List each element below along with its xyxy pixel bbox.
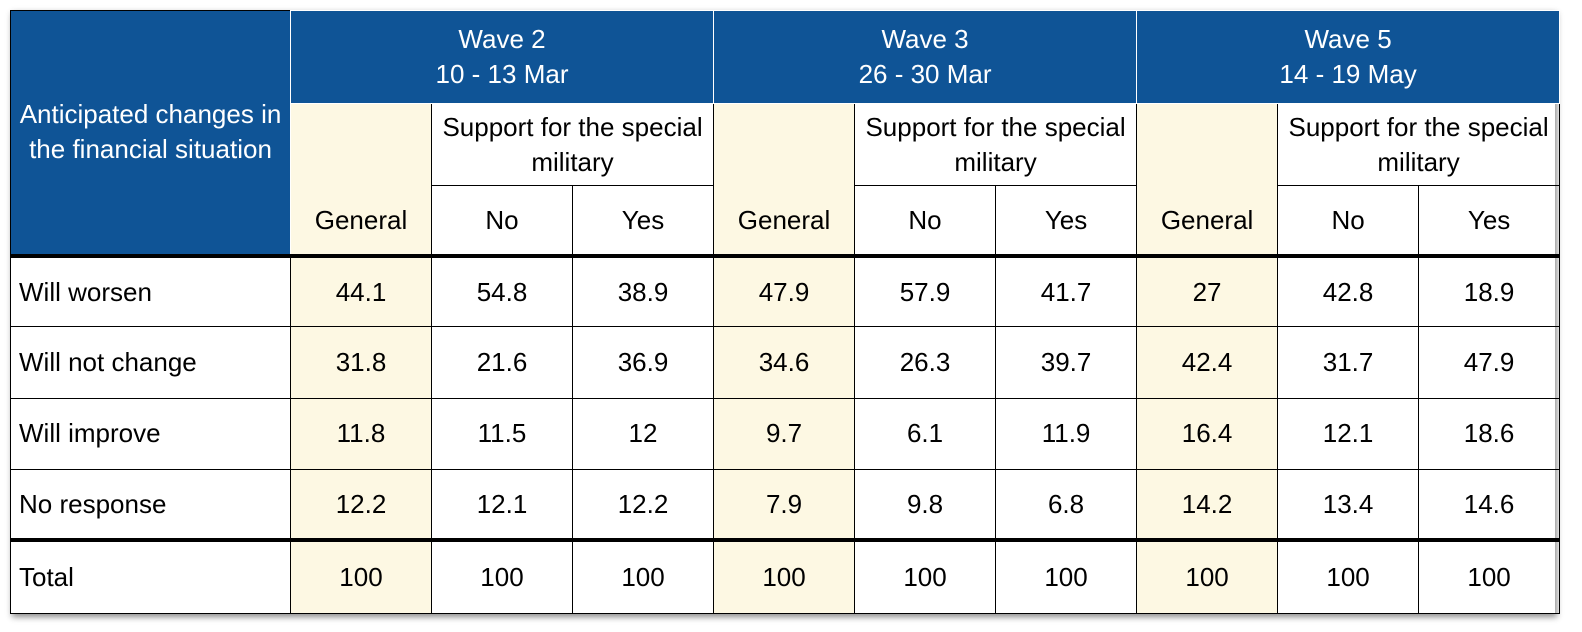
table-cell: 18.6 [1418, 397, 1561, 470]
wave-2-no-header: No [431, 185, 573, 257]
wave-5-yes-header: Yes [1418, 185, 1561, 257]
table-cell: 14.6 [1418, 468, 1561, 541]
table-cell: 11.9 [995, 397, 1138, 470]
table-cell: 100 [854, 538, 997, 615]
table-row: Will not change 31.8 21.6 36.9 34.6 26.3… [10, 326, 1561, 399]
table-cell: 12.1 [1277, 397, 1420, 470]
general-label: General [737, 204, 831, 235]
row-label: Will improve [10, 397, 291, 470]
table-cell: 100 [571, 538, 715, 615]
table-row: Will worsen 44.1 54.8 38.9 47.9 57.9 41.… [10, 253, 1561, 328]
table-cell: 100 [1136, 538, 1279, 615]
table-cell: 100 [713, 538, 856, 615]
wave-5-general-header: General [1136, 103, 1279, 257]
table-row: No response 12.2 12.1 12.2 7.9 9.8 6.8 1… [10, 468, 1561, 541]
wave-3-general-header: General [713, 103, 856, 257]
wave-3-name: Wave 3 [881, 24, 969, 55]
wave-5-header: Wave 5 14 - 19 May [1136, 9, 1561, 105]
support-label: Support for the special military [865, 111, 1126, 177]
table-cell: 42.8 [1277, 253, 1420, 328]
table-cell: 7.9 [713, 468, 856, 541]
table-cell: 26.3 [854, 326, 997, 399]
table-cell: 100 [1418, 538, 1561, 615]
table-cell: 14.2 [1136, 468, 1279, 541]
table-cell: 16.4 [1136, 397, 1279, 470]
table-cell: 9.7 [713, 397, 856, 470]
data-table-frame: Anticipated changes in the financial sit… [10, 9, 1561, 615]
wave-5-name: Wave 5 [1304, 24, 1392, 55]
table-cell: 21.6 [431, 326, 573, 399]
table-cell: 18.9 [1418, 253, 1561, 328]
table-cell: 9.8 [854, 468, 997, 541]
table-cell: 12.1 [431, 468, 573, 541]
table-cell: 11.8 [290, 397, 432, 470]
corner-header: Anticipated changes in the financial sit… [10, 9, 291, 257]
support-label: Support for the special military [1288, 111, 1549, 177]
table-cell: 36.9 [571, 326, 715, 399]
wave-3-dates: 26 - 30 Mar [858, 59, 992, 90]
table-cell: 31.7 [1277, 326, 1420, 399]
table-cell: 57.9 [854, 253, 997, 328]
wave-2-name: Wave 2 [458, 24, 546, 55]
table-cell: 100 [431, 538, 573, 615]
table-cell: 13.4 [1277, 468, 1420, 541]
wave-3-no-header: No [854, 185, 997, 257]
total-label: Total [10, 538, 291, 615]
row-label: Will not change [10, 326, 291, 399]
table-cell: 6.8 [995, 468, 1138, 541]
row-label: No response [10, 468, 291, 541]
row-label: Will worsen [10, 253, 291, 328]
wave-3-support-header: Support for the special military [854, 103, 1138, 187]
wave-2-support-header: Support for the special military [430, 103, 715, 187]
table-cell: 38.9 [571, 253, 715, 328]
table-cell: 100 [290, 538, 432, 615]
wave-5-dates: 14 - 19 May [1279, 59, 1417, 90]
table-cell: 41.7 [995, 253, 1138, 328]
table-cell: 100 [995, 538, 1138, 615]
table-cell: 11.5 [431, 397, 573, 470]
support-label: Support for the special military [442, 111, 703, 177]
total-row: Total 100 100 100 100 100 100 100 100 10… [10, 538, 1561, 615]
wave-2-header: Wave 2 10 - 13 Mar [289, 9, 715, 105]
table-cell: 12 [571, 397, 715, 470]
table-cell: 100 [1277, 538, 1420, 615]
wave-2-dates: 10 - 13 Mar [435, 59, 569, 90]
wave-2-yes-header: Yes [571, 185, 715, 257]
table-cell: 31.8 [290, 326, 432, 399]
wave-5-support-header: Support for the special military [1277, 103, 1561, 187]
table-cell: 34.6 [713, 326, 856, 399]
wave-3-header: Wave 3 26 - 30 Mar [713, 9, 1138, 105]
table-cell: 42.4 [1136, 326, 1279, 399]
table-cell: 6.1 [854, 397, 997, 470]
general-label: General [314, 204, 408, 235]
table-cell: 39.7 [995, 326, 1138, 399]
wave-3-yes-header: Yes [995, 185, 1138, 257]
wave-5-no-header: No [1277, 185, 1420, 257]
table-cell: 44.1 [290, 253, 432, 328]
wave-2-general-header: General [290, 103, 432, 257]
table-row: Will improve 11.8 11.5 12 9.7 6.1 11.9 1… [10, 397, 1561, 470]
table-cell: 54.8 [431, 253, 573, 328]
financial-situation-table: Anticipated changes in the financial sit… [10, 9, 1561, 615]
table-cell: 12.2 [571, 468, 715, 541]
table-cell: 47.9 [1418, 326, 1561, 399]
table-cell: 27 [1136, 253, 1279, 328]
table-cell: 47.9 [713, 253, 856, 328]
corner-label: Anticipated changes in the financial sit… [19, 99, 282, 165]
general-label: General [1160, 204, 1254, 235]
table-cell: 12.2 [290, 468, 432, 541]
